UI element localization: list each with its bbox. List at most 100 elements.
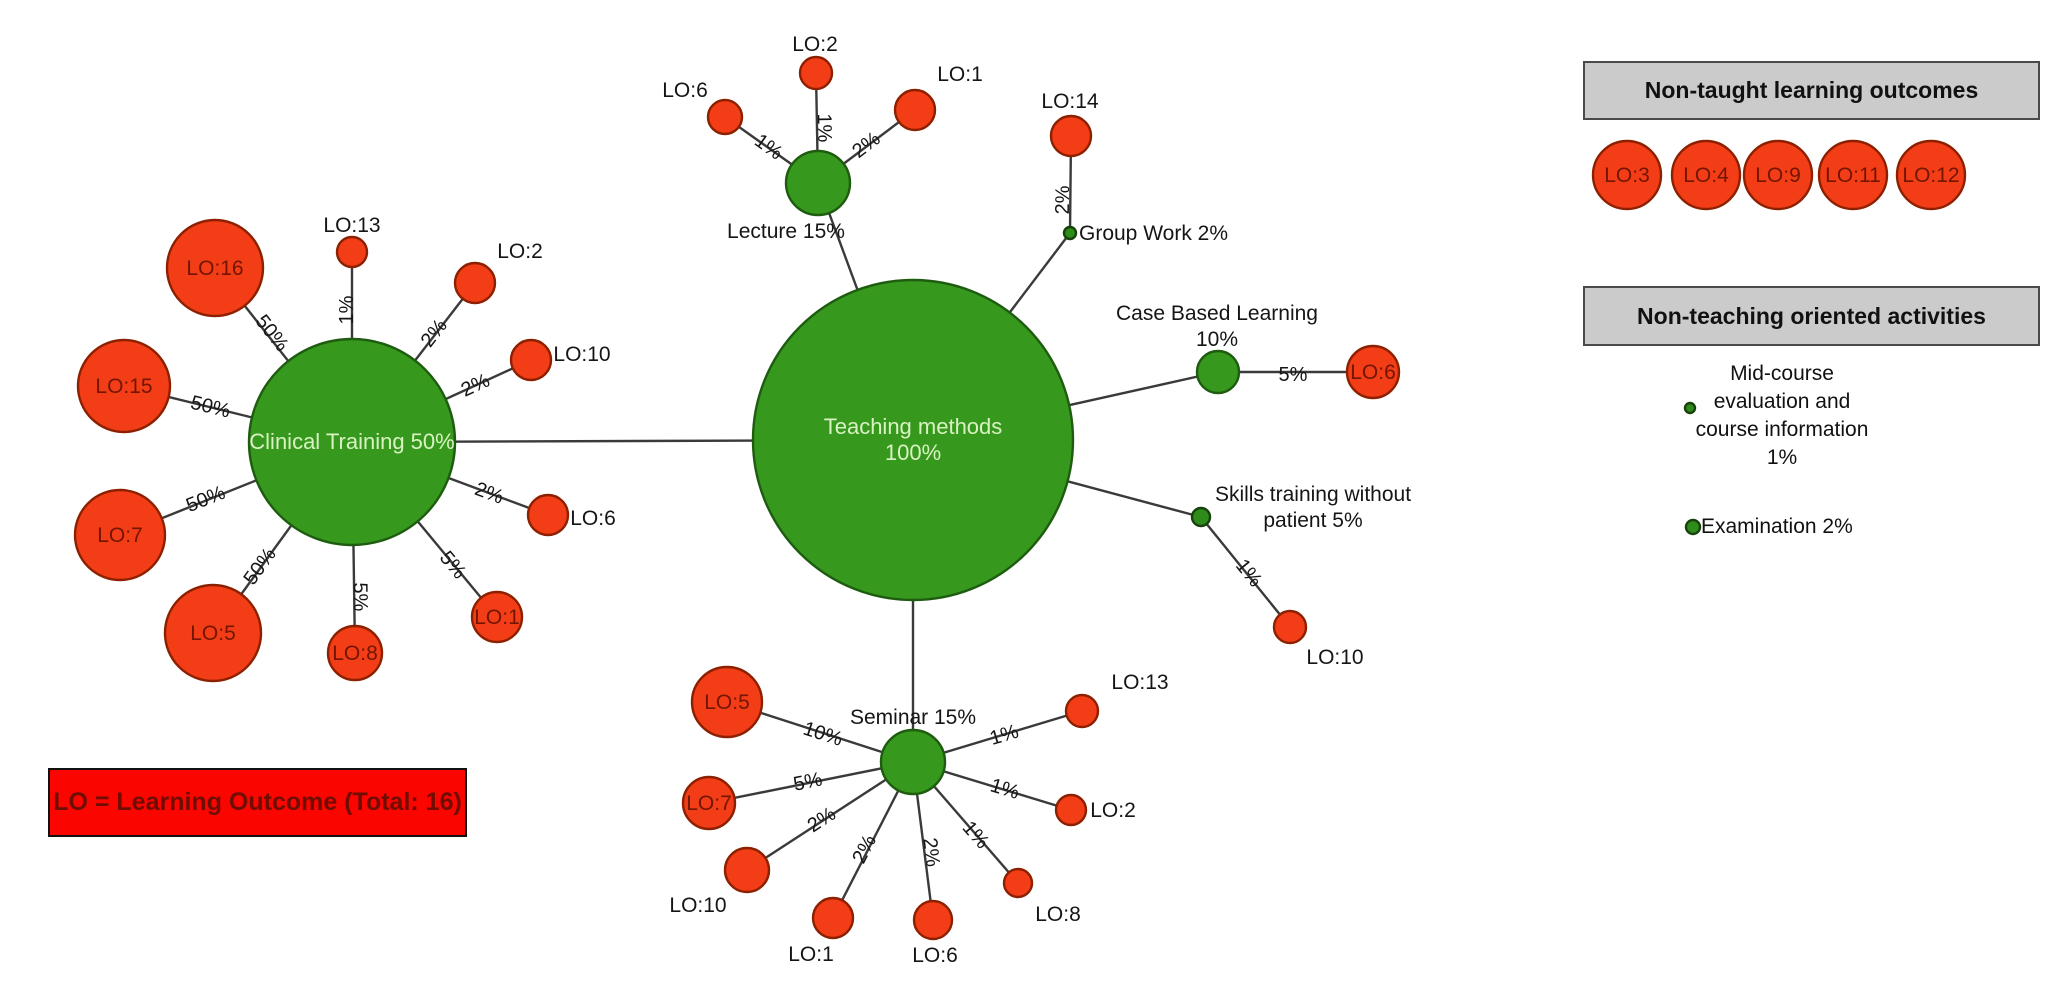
node-clinical xyxy=(247,337,457,547)
node-label-clinical: Clinical Training 50% xyxy=(249,429,454,454)
node-label-l2: LO:2 xyxy=(792,33,838,56)
node-m7 xyxy=(681,775,737,831)
lo-note-text: LO = Learning Outcome (Total: 16) xyxy=(53,788,462,816)
legend-non-taught-title: Non-taught learning outcomes xyxy=(1644,77,1979,103)
node-g14 xyxy=(1049,114,1093,158)
node-skills xyxy=(1190,506,1212,528)
node-seminar xyxy=(879,728,947,796)
node-label-skills: Skills training without xyxy=(1215,483,1411,506)
midcourse-line-2: evaluation and xyxy=(1713,390,1851,413)
node-s10 xyxy=(1272,609,1308,645)
examination-label: Examination 2% xyxy=(1701,515,1853,538)
node-c16 xyxy=(165,218,265,318)
node-label-c5: LO:5 xyxy=(190,622,236,645)
edge-seminar-m7 xyxy=(708,760,914,805)
midcourse-line-3: course information xyxy=(1695,418,1869,441)
midcourse-evaluation-label: Mid-course evaluation and course informa… xyxy=(1632,360,1932,472)
edge-label-clinical-c7: 50% xyxy=(183,482,229,517)
edge-label-seminar-m10: 2% xyxy=(804,803,840,837)
node-label-c8: LO:8 xyxy=(332,642,378,665)
node-m1 xyxy=(811,896,855,940)
node-c7 xyxy=(73,488,167,582)
node-l1 xyxy=(893,88,937,132)
node-m10 xyxy=(723,846,771,894)
node-midcoursedot xyxy=(1683,401,1697,415)
node-label-c15: LO:15 xyxy=(95,375,152,398)
node-label-c1: LO:1 xyxy=(474,606,520,629)
node-label-leg12: LO:12 xyxy=(1902,164,1959,187)
edge-label-clinical-c6: 2% xyxy=(472,478,507,509)
node-label-m5: LO:5 xyxy=(704,691,750,714)
edge-label-clinical-c5: 50% xyxy=(239,544,280,589)
node-l2 xyxy=(798,55,834,91)
node-label-c16: LO:16 xyxy=(186,257,243,280)
edge-label-clinical-c8: 5% xyxy=(349,582,371,611)
node-l6 xyxy=(706,98,744,136)
node-label-teaching: Teaching methods xyxy=(824,414,1003,439)
node-label-c2: LO:2 xyxy=(497,240,543,263)
node-c5 xyxy=(163,583,263,683)
node-label-l1: LO:1 xyxy=(937,63,983,86)
node-label-lecture: Lecture 15% xyxy=(727,220,845,243)
node-label-seminar: Seminar 15% xyxy=(850,706,976,729)
edge-label-seminar-m6: 2% xyxy=(918,837,943,869)
legend-non-teaching-title: Non-teaching oriented activities xyxy=(1637,302,1986,329)
node-examdot xyxy=(1684,518,1702,536)
node-m13 xyxy=(1064,693,1100,729)
node-label-cb6: LO:6 xyxy=(1350,361,1396,384)
node-c8 xyxy=(326,624,384,682)
edge-label-clinical-c15: 50% xyxy=(188,392,232,423)
edge-label-casebased-cb6: 5% xyxy=(1279,364,1308,386)
node-m8 xyxy=(1002,867,1034,899)
node-label-g14: LO:14 xyxy=(1041,90,1099,113)
node-c6 xyxy=(526,493,570,537)
edge-skills-s10 xyxy=(1200,516,1291,628)
edge-label-seminar-m13: 1% xyxy=(987,720,1021,749)
edge-label-clinical-c13: 1% xyxy=(336,295,358,324)
node-c1 xyxy=(470,590,524,644)
node-label-groupwork: Group Work 2% xyxy=(1079,222,1228,245)
lo-note-box: LO = Learning Outcome (Total: 16) xyxy=(48,768,467,837)
node-label-m8: LO:8 xyxy=(1035,903,1081,926)
edge-label-seminar-m2: 1% xyxy=(988,775,1022,805)
node-label-m10: LO:10 xyxy=(669,894,726,917)
node-label-m1: LO:1 xyxy=(788,943,834,966)
node-casebased xyxy=(1195,349,1241,395)
node-label-c10: LO:10 xyxy=(553,343,610,366)
edge-label-clinical-c16: 50% xyxy=(251,311,293,356)
node-label-m2: LO:2 xyxy=(1090,799,1136,822)
node-label-m6: LO:6 xyxy=(912,944,958,967)
node-leg12 xyxy=(1895,139,1967,211)
node-leg3 xyxy=(1591,139,1663,211)
node-label-casebased: Case Based Learning xyxy=(1116,302,1318,325)
legend-non-taught-box: Non-taught learning outcomes xyxy=(1583,61,2040,120)
edge-label-lecture-l2: 1% xyxy=(813,113,836,143)
node-label-teaching: 100% xyxy=(885,440,941,465)
edge-label-lecture-l6: 1% xyxy=(750,130,786,165)
node-leg11 xyxy=(1817,139,1889,211)
node-label-m7: LO:7 xyxy=(686,792,732,815)
node-label-casebased: 10% xyxy=(1196,328,1238,351)
node-label-leg4: LO:4 xyxy=(1683,164,1729,187)
edge-label-seminar-m7: 5% xyxy=(791,768,824,795)
node-label-leg9: LO:9 xyxy=(1755,164,1801,187)
legend-non-teaching-box: Non-teaching oriented activities xyxy=(1583,286,2040,346)
midcourse-line-4: 1% xyxy=(1766,446,1798,469)
node-label-m13: LO:13 xyxy=(1111,671,1168,694)
node-m5 xyxy=(690,665,764,739)
node-label-skills: patient 5% xyxy=(1263,509,1362,532)
node-cb6 xyxy=(1345,344,1401,400)
node-teaching xyxy=(751,278,1075,602)
node-label-leg3: LO:3 xyxy=(1604,164,1650,187)
node-m2 xyxy=(1054,793,1088,827)
node-leg9 xyxy=(1742,139,1814,211)
edge-label-clinical-c10: 2% xyxy=(458,369,494,401)
edge-label-groupwork-g14: 2% xyxy=(1052,185,1074,214)
node-label-c6: LO:6 xyxy=(570,507,616,530)
node-c2 xyxy=(453,261,497,305)
node-c13 xyxy=(335,235,369,269)
node-leg4 xyxy=(1670,139,1742,211)
node-label-s10: LO:10 xyxy=(1306,646,1363,669)
